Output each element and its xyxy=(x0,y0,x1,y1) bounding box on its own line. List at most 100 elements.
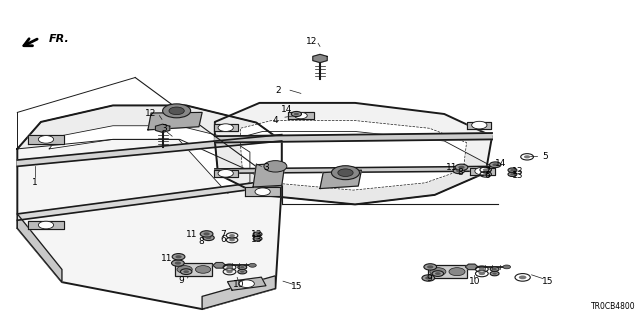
Text: 11: 11 xyxy=(186,230,197,239)
Polygon shape xyxy=(470,168,495,175)
Circle shape xyxy=(291,111,301,116)
Circle shape xyxy=(490,271,499,276)
Circle shape xyxy=(172,260,184,266)
Text: 11: 11 xyxy=(445,163,457,172)
Circle shape xyxy=(38,221,54,229)
Polygon shape xyxy=(320,170,362,188)
Circle shape xyxy=(253,232,262,236)
Circle shape xyxy=(490,162,501,168)
Polygon shape xyxy=(241,120,467,190)
Circle shape xyxy=(472,121,487,129)
Circle shape xyxy=(227,270,233,273)
Text: 8: 8 xyxy=(198,237,204,246)
Circle shape xyxy=(483,168,488,171)
Circle shape xyxy=(332,166,360,180)
Polygon shape xyxy=(288,112,314,119)
Circle shape xyxy=(449,268,465,276)
Circle shape xyxy=(172,253,185,260)
Text: 9: 9 xyxy=(427,274,433,283)
Circle shape xyxy=(475,167,490,175)
Circle shape xyxy=(163,104,191,118)
Circle shape xyxy=(508,172,517,177)
Circle shape xyxy=(453,168,465,174)
Circle shape xyxy=(240,266,244,268)
Circle shape xyxy=(204,232,210,236)
Circle shape xyxy=(180,269,192,275)
Polygon shape xyxy=(148,112,202,130)
Text: 13: 13 xyxy=(250,230,262,239)
Circle shape xyxy=(427,265,433,268)
Circle shape xyxy=(255,237,260,240)
Text: 3: 3 xyxy=(263,164,269,172)
Circle shape xyxy=(458,166,465,169)
Circle shape xyxy=(175,255,182,258)
Circle shape xyxy=(255,188,270,196)
Polygon shape xyxy=(215,103,492,204)
Polygon shape xyxy=(49,126,250,193)
Polygon shape xyxy=(253,163,285,187)
Circle shape xyxy=(218,124,234,132)
Polygon shape xyxy=(215,132,492,204)
Circle shape xyxy=(264,161,287,172)
Polygon shape xyxy=(202,276,275,309)
Polygon shape xyxy=(28,220,63,229)
Circle shape xyxy=(203,235,214,241)
Circle shape xyxy=(183,270,189,273)
Circle shape xyxy=(229,238,235,241)
Circle shape xyxy=(294,113,299,115)
Circle shape xyxy=(239,280,254,288)
Circle shape xyxy=(492,163,498,166)
Polygon shape xyxy=(156,124,170,132)
Circle shape xyxy=(492,272,497,275)
Text: 12: 12 xyxy=(145,108,157,117)
Polygon shape xyxy=(214,170,238,177)
Text: 13: 13 xyxy=(250,235,262,244)
Circle shape xyxy=(510,173,515,175)
Circle shape xyxy=(218,170,234,177)
Circle shape xyxy=(435,272,441,275)
Polygon shape xyxy=(465,264,478,270)
Text: 10: 10 xyxy=(468,277,480,286)
Bar xyxy=(175,263,212,276)
Polygon shape xyxy=(313,54,327,63)
Circle shape xyxy=(455,164,468,171)
Circle shape xyxy=(229,234,235,237)
Text: 7: 7 xyxy=(484,167,490,176)
Polygon shape xyxy=(28,135,63,144)
Polygon shape xyxy=(245,187,280,196)
Text: 14: 14 xyxy=(495,159,507,168)
Text: 1: 1 xyxy=(31,178,37,187)
Circle shape xyxy=(424,264,436,270)
Circle shape xyxy=(519,276,527,279)
Polygon shape xyxy=(467,122,492,129)
Text: 2: 2 xyxy=(276,86,282,95)
Text: FR.: FR. xyxy=(49,34,70,44)
Circle shape xyxy=(425,276,431,280)
Polygon shape xyxy=(17,105,282,185)
Text: 10: 10 xyxy=(233,280,244,289)
Circle shape xyxy=(422,275,435,281)
Text: TR0CB4800: TR0CB4800 xyxy=(591,302,636,311)
Text: 6: 6 xyxy=(220,235,226,244)
Circle shape xyxy=(175,261,181,265)
Text: 9: 9 xyxy=(178,276,184,285)
Text: 15: 15 xyxy=(291,282,303,292)
Circle shape xyxy=(492,268,497,270)
Circle shape xyxy=(177,266,192,273)
Circle shape xyxy=(227,266,233,269)
Circle shape xyxy=(240,270,244,273)
Text: 5: 5 xyxy=(542,152,548,161)
Polygon shape xyxy=(215,166,492,173)
Circle shape xyxy=(255,233,260,235)
Text: 4: 4 xyxy=(273,116,278,124)
Text: 8: 8 xyxy=(458,168,463,177)
Polygon shape xyxy=(214,124,238,131)
Text: 13: 13 xyxy=(512,172,524,180)
Circle shape xyxy=(195,266,211,273)
Text: 7: 7 xyxy=(220,230,226,239)
Polygon shape xyxy=(17,105,282,309)
Text: 3: 3 xyxy=(161,124,167,133)
Circle shape xyxy=(200,231,213,237)
Circle shape xyxy=(169,107,184,115)
Circle shape xyxy=(248,263,256,267)
